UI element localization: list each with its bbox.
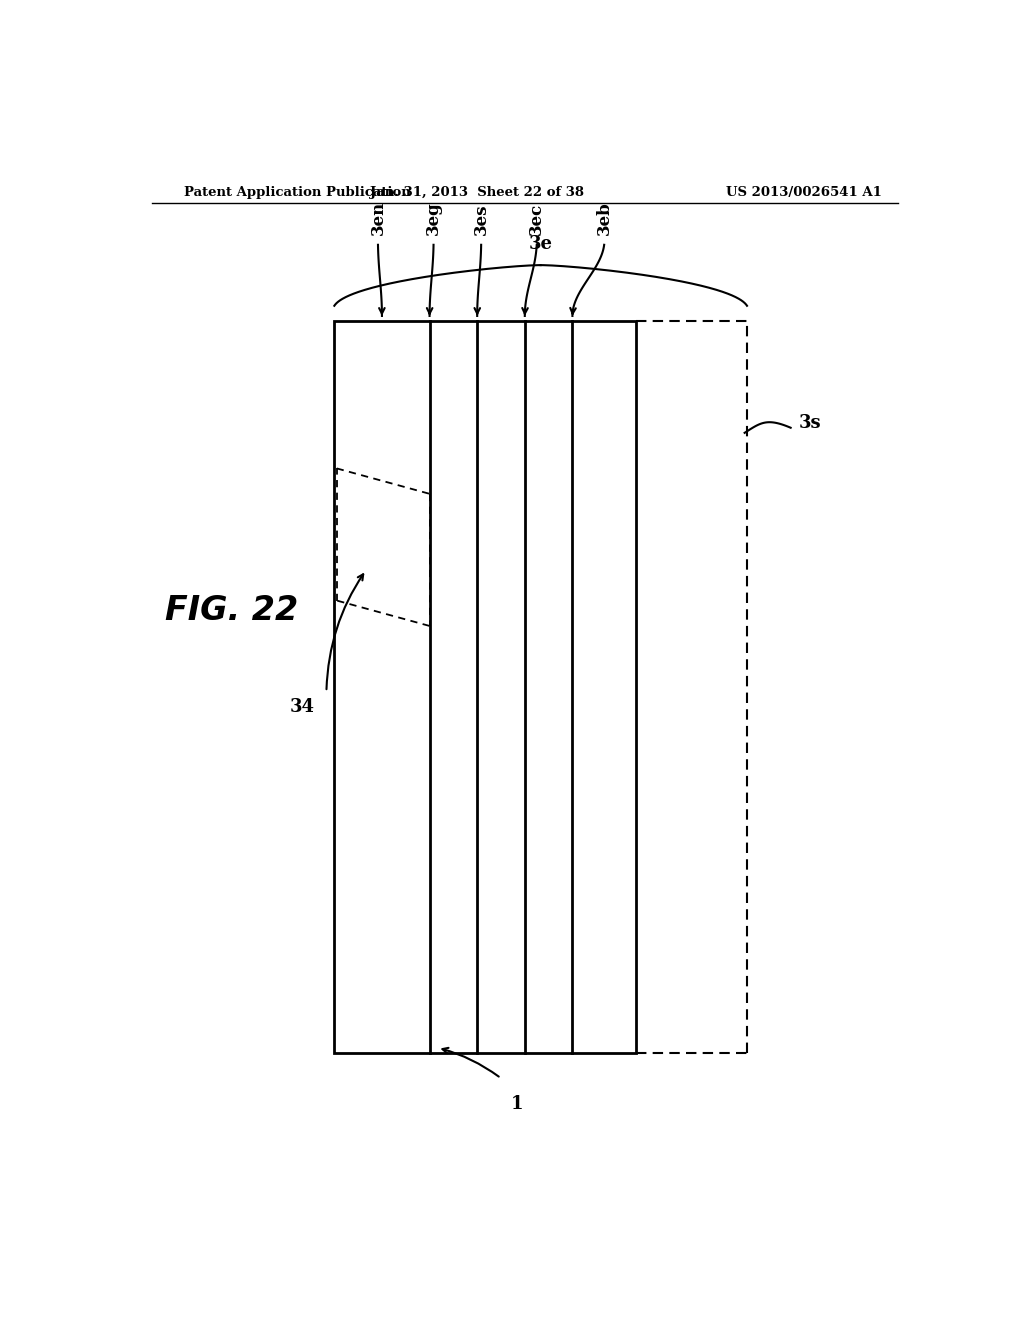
Text: Jan. 31, 2013  Sheet 22 of 38: Jan. 31, 2013 Sheet 22 of 38 xyxy=(371,186,584,199)
Text: 3eg: 3eg xyxy=(425,201,442,235)
Text: 34: 34 xyxy=(290,698,315,717)
Text: FIG. 22: FIG. 22 xyxy=(165,594,298,627)
Text: 3es: 3es xyxy=(473,203,489,235)
Bar xyxy=(334,321,636,1053)
Text: US 2013/0026541 A1: US 2013/0026541 A1 xyxy=(726,186,882,199)
Text: 1: 1 xyxy=(511,1094,523,1113)
Text: 3en: 3en xyxy=(370,201,386,235)
Text: 3s: 3s xyxy=(799,413,821,432)
Text: 3e: 3e xyxy=(528,235,553,253)
Text: 3ec: 3ec xyxy=(528,202,545,235)
Text: Patent Application Publication: Patent Application Publication xyxy=(183,186,411,199)
Text: 3eb: 3eb xyxy=(596,201,612,235)
